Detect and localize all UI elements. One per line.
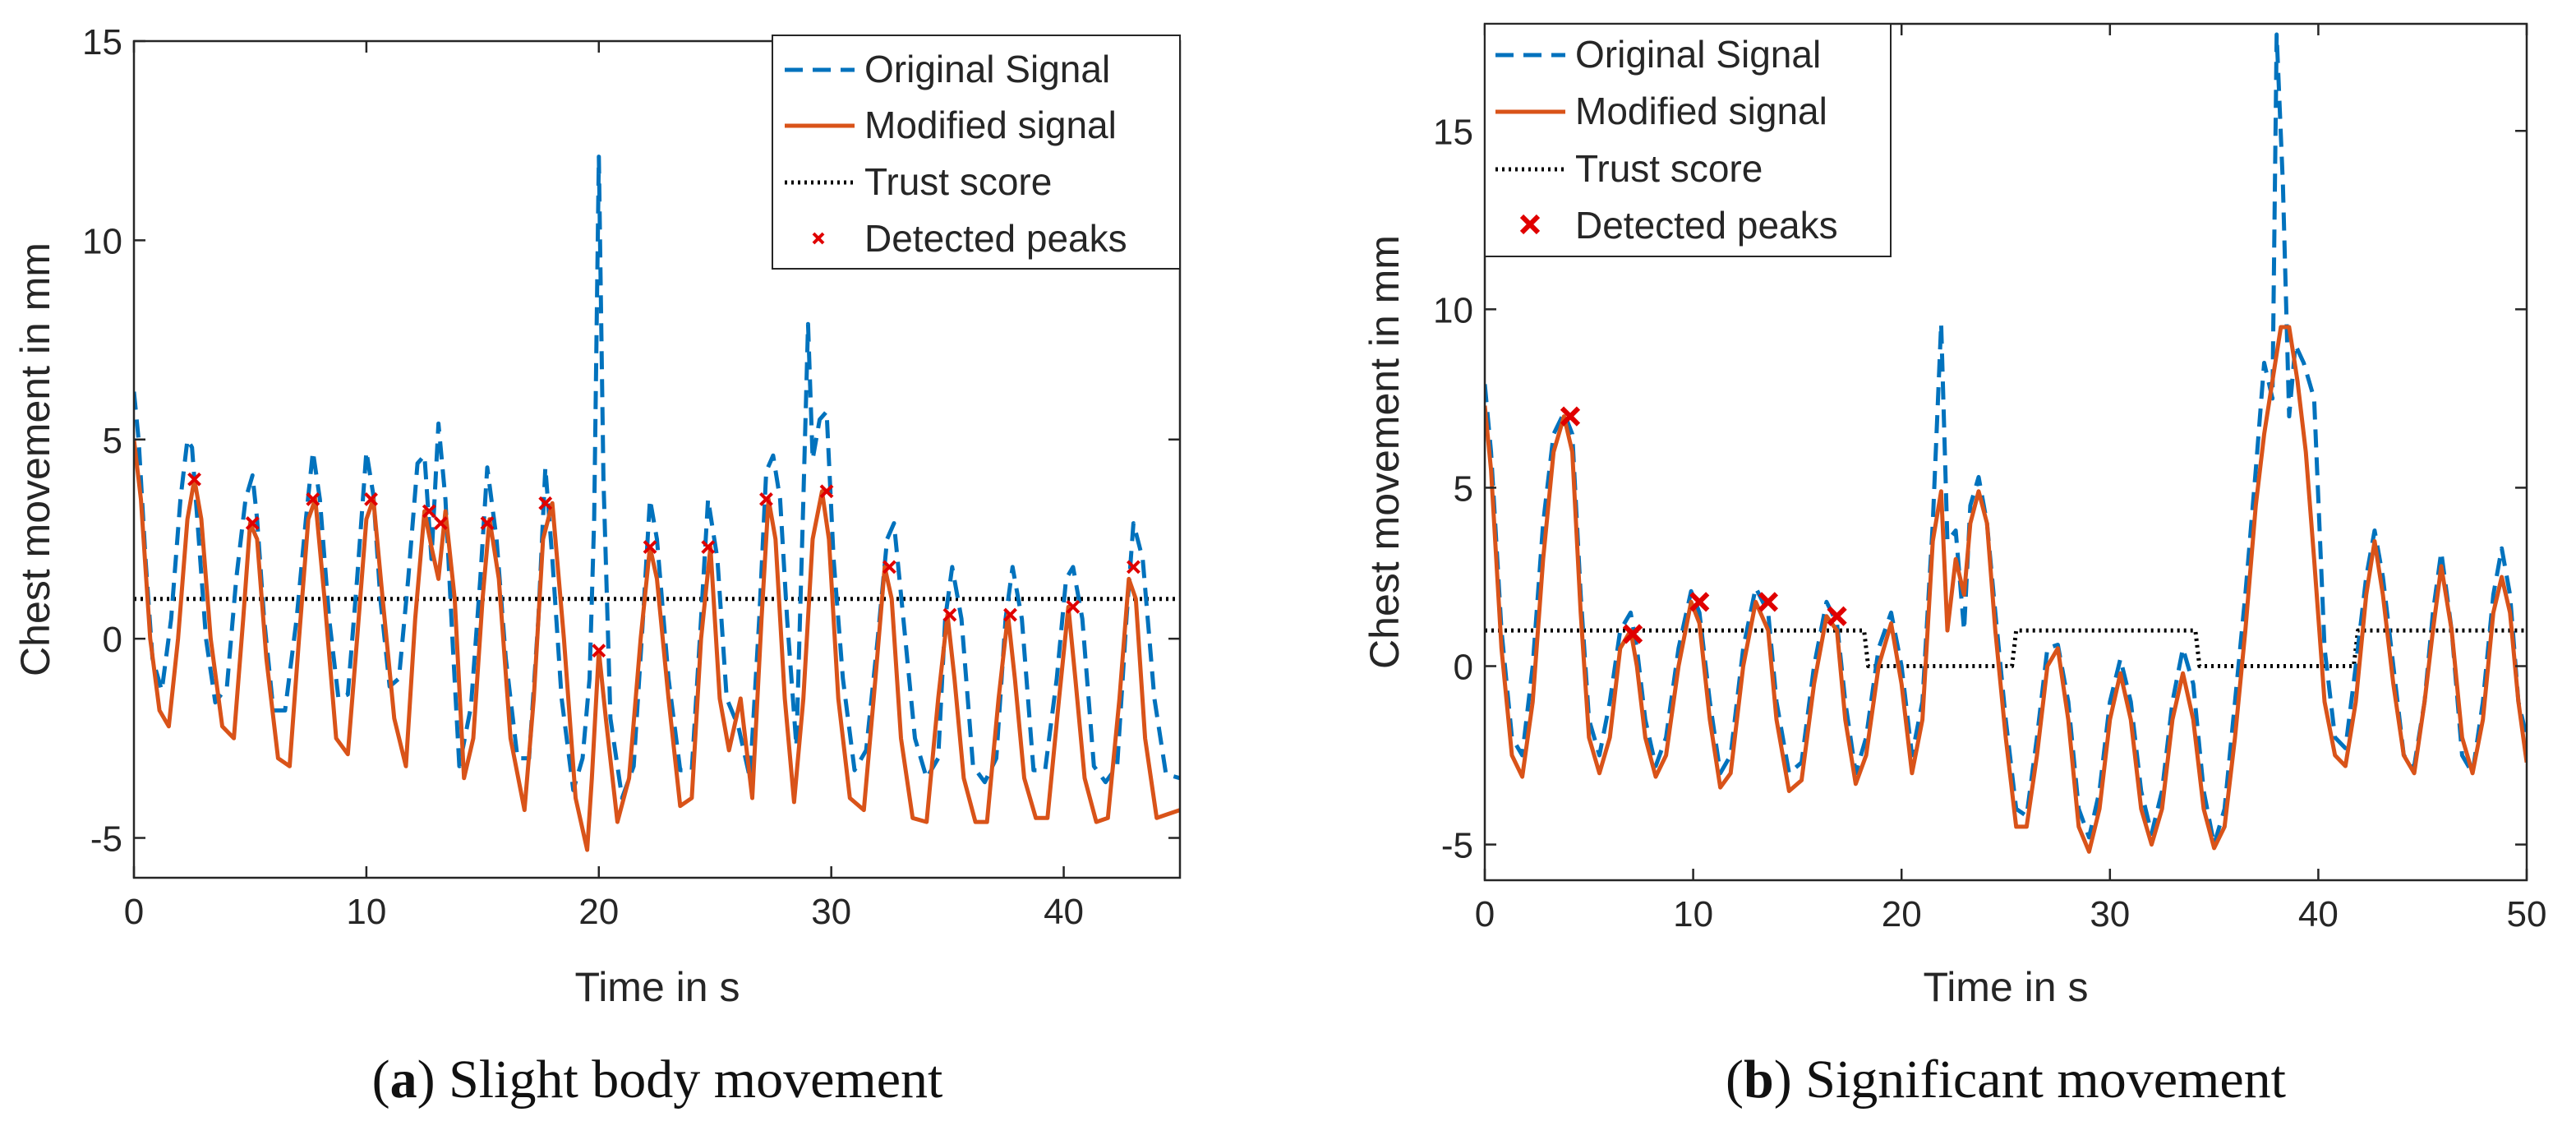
- legend-label-original-b: Original Signal: [1575, 33, 1821, 76]
- y-tick-label-a: 5: [103, 421, 122, 461]
- caption-letter-a: a: [390, 1050, 417, 1110]
- x-tick-label-a: 20: [578, 892, 619, 932]
- x-tick-label-b: 20: [1882, 894, 1922, 934]
- legend-label-trust-b: Trust score: [1575, 147, 1763, 190]
- x-tick-label-b: 10: [1673, 894, 1713, 934]
- legend-swatch-peaks-a: [812, 232, 825, 245]
- peak-marker-a: [643, 540, 657, 555]
- y-tick-label-b: 10: [1433, 290, 1473, 330]
- peak-marker-a: [187, 472, 201, 487]
- peak-marker-a: [882, 560, 896, 574]
- peak-marker-a: [538, 496, 553, 510]
- caption-letter-b: b: [1744, 1050, 1774, 1110]
- y-tick-label-b: 0: [1454, 648, 1473, 688]
- peak-marker-a: [1066, 599, 1081, 614]
- legend-label-modified-a: Modified signal: [864, 104, 1117, 146]
- legend-swatch-peaks-b: [1519, 214, 1541, 235]
- legend-label-original-a: Original Signal: [864, 48, 1110, 90]
- axes-box-a: [132, 39, 1182, 879]
- caption-a: (a) Slight body movement: [372, 1050, 943, 1110]
- peak-marker-a: [433, 516, 448, 530]
- x-tick-label-b: 30: [2090, 894, 2130, 934]
- x-axis-label-a: Time in s: [575, 964, 740, 1010]
- y-axis-label-b: Chest movement in mm: [1362, 235, 1408, 669]
- x-tick-label-b: 40: [2298, 894, 2339, 934]
- y-tick-label-b: 15: [1433, 112, 1473, 152]
- x-tick-label-a: 10: [346, 892, 386, 932]
- y-tick-label-a: 10: [82, 221, 122, 261]
- y-tick-label-b: 5: [1454, 468, 1473, 509]
- series-layer-a: [134, 155, 1180, 852]
- trust-score-line-b: [1485, 628, 2527, 668]
- x-tick-label-a: 40: [1044, 892, 1084, 932]
- peak-marker-a: [364, 492, 378, 506]
- y-tick-label-a: 0: [103, 620, 122, 660]
- peak-marker-a: [422, 504, 436, 519]
- modified-signal-line-a: [134, 439, 1180, 852]
- peak-marker-a: [701, 540, 716, 555]
- x-tick-label-b: 50: [2507, 894, 2547, 934]
- peak-marker-a: [1127, 560, 1141, 574]
- x-tick-label-b: 0: [1475, 894, 1495, 934]
- series-layer-b: [1485, 32, 2527, 854]
- peak-marker-b: [1827, 606, 1847, 626]
- original-signal-line-b: [1485, 32, 2527, 847]
- caption-b: (b) Significant movement: [1726, 1050, 2286, 1110]
- legend-label-trust-a: Trust score: [864, 160, 1052, 203]
- peak-marker-b: [1560, 406, 1581, 427]
- legend-box-a: [772, 35, 1181, 270]
- legend-a: Original Signal Modified signal Trust sc…: [772, 35, 1181, 270]
- legend-box-b: [1484, 23, 1892, 257]
- peak-marker-a: [306, 492, 320, 506]
- legend-label-peaks-b: Detected peaks: [1575, 204, 1838, 247]
- y-tick-label-b: -5: [1441, 826, 1473, 866]
- x-tick-label-a: 30: [811, 892, 851, 932]
- x-axis-label-b: Time in s: [1924, 964, 2089, 1010]
- legend-label-peaks-a: Detected peaks: [864, 217, 1127, 260]
- y-tick-label-a: -5: [90, 819, 122, 860]
- peak-marker-a: [1003, 607, 1017, 622]
- legend-label-modified-b: Modified signal: [1575, 90, 1827, 132]
- peak-marker-a: [480, 516, 495, 530]
- axes-box-b: [1483, 22, 2528, 882]
- y-axis-label-a: Chest movement in mm: [12, 242, 58, 676]
- peak-marker-a: [759, 492, 773, 506]
- peak-marker-b: [1689, 592, 1710, 612]
- peak-marker-a: [942, 607, 957, 622]
- peak-marker-b: [1622, 624, 1643, 644]
- y-tick-label-a: 15: [82, 22, 122, 62]
- legend-b: Original Signal Modified signal Trust sc…: [1484, 23, 1892, 257]
- modified-signal-line-b: [1485, 325, 2527, 854]
- peak-marker-a: [592, 644, 606, 658]
- peak-marker-b: [1758, 592, 1779, 612]
- x-tick-label-a: 0: [124, 892, 144, 932]
- peak-marker-a: [819, 484, 834, 499]
- peak-marker-a: [245, 516, 260, 530]
